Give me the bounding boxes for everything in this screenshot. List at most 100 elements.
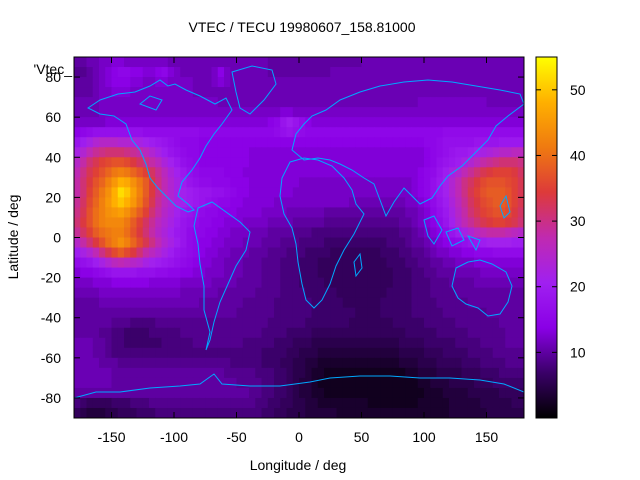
heatmap-cell bbox=[124, 307, 131, 319]
heatmap-cell bbox=[499, 147, 506, 158]
heatmap-cell bbox=[349, 87, 356, 98]
heatmap-cell bbox=[111, 367, 119, 379]
heatmap-cell bbox=[111, 307, 119, 319]
heatmap-cell bbox=[311, 117, 319, 128]
heatmap-cell bbox=[236, 237, 244, 249]
heatmap-cell bbox=[149, 357, 156, 369]
heatmap-cell bbox=[236, 57, 244, 68]
heatmap-cell bbox=[405, 367, 413, 379]
heatmap-cell bbox=[230, 87, 238, 98]
heatmap-cell bbox=[249, 187, 256, 198]
heatmap-cell bbox=[155, 407, 163, 418]
heatmap-cell bbox=[480, 167, 488, 178]
heatmap-cell bbox=[224, 97, 231, 108]
heatmap-cell bbox=[311, 387, 319, 399]
heatmap-cell bbox=[299, 107, 306, 118]
heatmap-cell bbox=[192, 67, 200, 78]
heatmap-cell bbox=[236, 227, 244, 239]
heatmap-cell bbox=[405, 77, 413, 88]
heatmap-cell bbox=[130, 327, 138, 339]
heatmap-cell bbox=[149, 187, 156, 198]
heatmap-cell bbox=[261, 327, 269, 339]
heatmap-cell bbox=[374, 117, 381, 128]
heatmap-cell bbox=[474, 87, 481, 98]
heatmap-cell bbox=[124, 167, 131, 178]
heatmap-cell bbox=[155, 297, 163, 309]
heatmap-cell bbox=[367, 387, 375, 399]
heatmap-cell bbox=[292, 337, 300, 349]
heatmap-cell bbox=[105, 397, 113, 409]
heatmap-cell bbox=[299, 267, 306, 279]
heatmap-cell bbox=[355, 307, 363, 319]
heatmap-cell bbox=[167, 327, 175, 339]
heatmap-cell bbox=[124, 147, 131, 158]
heatmap-cell bbox=[336, 97, 344, 108]
heatmap-cell bbox=[449, 387, 456, 399]
heatmap-cell bbox=[492, 367, 500, 379]
heatmap-cell bbox=[267, 247, 275, 259]
heatmap-cell bbox=[80, 217, 88, 229]
heatmap-cell bbox=[367, 297, 375, 309]
heatmap-cell bbox=[399, 267, 406, 279]
heatmap-cell bbox=[117, 77, 125, 88]
heatmap-cell bbox=[261, 267, 269, 279]
heatmap-cell bbox=[142, 187, 150, 198]
heatmap-cell bbox=[249, 247, 256, 259]
heatmap-cell bbox=[174, 127, 181, 138]
heatmap-cell bbox=[380, 147, 388, 158]
heatmap-cell bbox=[167, 207, 175, 219]
heatmap-cell bbox=[342, 287, 350, 299]
heatmap-cell bbox=[274, 307, 281, 319]
heatmap-cell bbox=[211, 287, 219, 299]
heatmap-cell bbox=[299, 137, 306, 148]
heatmap-cell bbox=[236, 287, 244, 299]
heatmap-cell bbox=[299, 397, 306, 409]
heatmap-cell bbox=[186, 397, 194, 409]
heatmap-cell bbox=[467, 407, 475, 418]
heatmap-cell bbox=[436, 77, 444, 88]
heatmap-cell bbox=[455, 337, 463, 349]
heatmap-cell bbox=[142, 77, 150, 88]
heatmap-cell bbox=[286, 257, 294, 269]
heatmap-cell bbox=[361, 227, 369, 239]
heatmap-cell bbox=[392, 237, 400, 249]
heatmap-cell bbox=[167, 247, 175, 259]
heatmap-cell bbox=[430, 117, 438, 128]
heatmap-cell bbox=[142, 327, 150, 339]
heatmap-cell bbox=[217, 287, 225, 299]
heatmap-cell bbox=[399, 197, 406, 209]
heatmap-cell bbox=[205, 297, 213, 309]
heatmap-cell bbox=[355, 377, 363, 389]
heatmap-cell bbox=[305, 77, 313, 88]
heatmap-cell bbox=[99, 117, 106, 128]
heatmap-cell bbox=[299, 307, 306, 319]
heatmap-cell bbox=[349, 267, 356, 279]
heatmap-cell bbox=[392, 347, 400, 359]
heatmap-cell bbox=[230, 197, 238, 209]
heatmap-cell bbox=[261, 197, 269, 209]
heatmap-cell bbox=[442, 307, 450, 319]
heatmap-cell bbox=[386, 277, 394, 289]
heatmap-cell bbox=[242, 267, 250, 279]
heatmap-cell bbox=[299, 217, 306, 229]
heatmap-cell bbox=[474, 137, 481, 148]
heatmap-cell bbox=[211, 217, 219, 229]
heatmap-cell bbox=[161, 237, 169, 249]
heatmap-cell bbox=[511, 297, 519, 309]
heatmap-cell bbox=[249, 157, 256, 168]
heatmap-cell bbox=[436, 287, 444, 299]
heatmap-cell bbox=[467, 117, 475, 128]
heatmap-cell bbox=[467, 167, 475, 178]
heatmap-cell bbox=[405, 247, 413, 259]
heatmap-cell bbox=[317, 57, 325, 68]
heatmap-cell bbox=[80, 227, 88, 239]
heatmap-cell bbox=[317, 377, 325, 389]
heatmap-cell bbox=[180, 287, 188, 299]
heatmap-cell bbox=[274, 327, 281, 339]
heatmap-cell bbox=[299, 287, 306, 299]
heatmap-cell bbox=[455, 147, 463, 158]
heatmap-cell bbox=[105, 207, 113, 219]
heatmap-cell bbox=[230, 227, 238, 239]
heatmap-cell bbox=[92, 337, 100, 349]
heatmap-cell bbox=[161, 187, 169, 198]
